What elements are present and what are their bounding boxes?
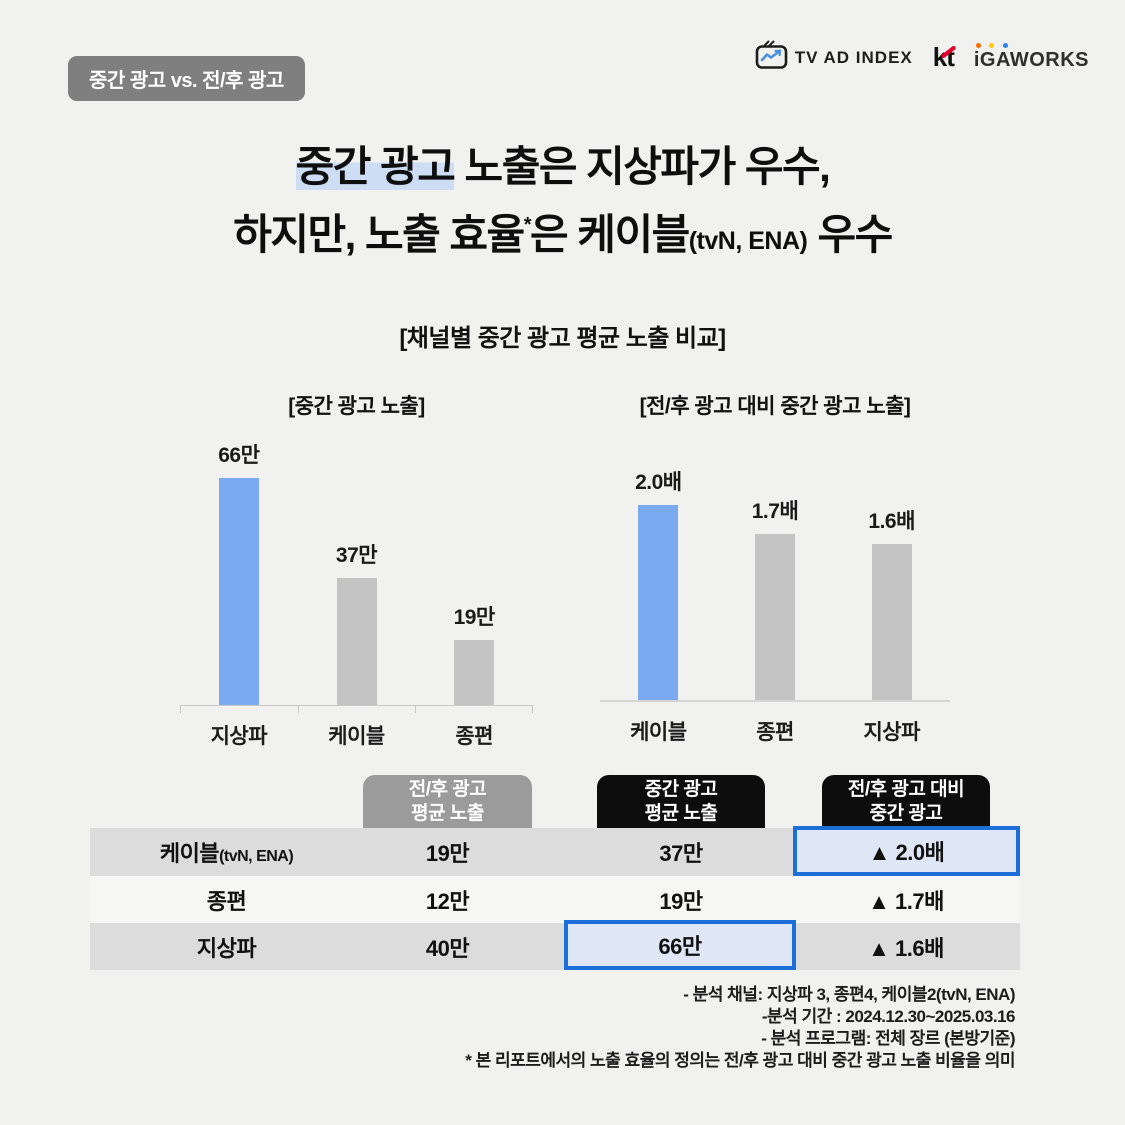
igaworks-blue-dot-icon	[1002, 43, 1008, 48]
chart-bar	[638, 505, 679, 700]
cell-mid-avg: 19만	[659, 888, 703, 914]
cell-prepost-avg: 12만	[425, 888, 470, 914]
tv-ad-index-wordmark: TV AD INDEX	[794, 47, 913, 67]
title-line-1: 중간 광고 노출은 지상파가 우수,	[295, 143, 831, 190]
chart-bar	[336, 578, 377, 705]
title-highlighted-text: 중간 광고	[295, 143, 456, 190]
x-axis-line	[180, 705, 533, 706]
category-labels: 케이블 종편 지상파	[600, 716, 950, 746]
kt-logo: kt	[933, 42, 957, 73]
axis-tick	[415, 705, 417, 713]
tv-trend-icon	[755, 40, 789, 75]
table-header-prepost-avg: 전/후 광고 평균 노출	[363, 775, 532, 828]
igaworks-wordmark: iGAWORKS	[973, 49, 1089, 71]
bar-value-label: 1.6배	[868, 510, 915, 533]
axis-tick	[180, 705, 181, 713]
table-header-ratio: 전/후 광고 대비 중간 광고	[822, 775, 990, 828]
highlight-cell-cable-ratio: ▲ 2.0배	[793, 826, 1020, 876]
row-label: 케이블(tvN, ENA)	[159, 841, 294, 866]
bar-value-label: 2.0배	[635, 471, 682, 494]
bar-value-label: 37만	[335, 544, 378, 567]
footnote-line: - 분석 채널: 지상파 3, 종편4, 케이블2(tvN, ENA)	[683, 985, 1015, 1004]
bar-value-label: 66만	[218, 444, 260, 467]
chart-bar	[454, 640, 495, 705]
igaworks-orange-dot-icon	[975, 43, 981, 48]
cell-ratio: ▲ 1.6배	[868, 935, 944, 961]
table-row-terrestrial: 지상파 40만 ▲ 1.6배	[90, 923, 1020, 970]
category-label: 지상파	[863, 721, 920, 744]
bar-value-label: 19만	[453, 606, 496, 629]
category-label: 케이블	[630, 721, 687, 744]
footnotes: - 분석 채널: 지상파 3, 종편4, 케이블2(tvN, ENA) -분석 …	[465, 984, 1015, 1072]
title-line-2: 하지만, 노출 효율*은 케이블(tvN, ENA) 우수	[233, 211, 893, 258]
chart-bar	[755, 534, 795, 700]
cell-mid-avg: 37만	[659, 841, 703, 866]
category-label: 종편	[756, 721, 794, 744]
cell-prepost-avg: 19만	[425, 841, 470, 866]
x-axis-line	[600, 700, 950, 702]
logo-row: TV AD INDEX kt iGAWORKS	[755, 40, 1089, 75]
chart-bar	[218, 478, 259, 705]
table-row-jongpyeon: 종편 12만 19만 ▲ 1.7배	[90, 876, 1020, 923]
igaworks-logo: iGAWORKS	[974, 43, 1089, 72]
chart-title: [전/후 광고 대비 중간 광고 노출]	[639, 395, 911, 418]
chart-bar	[871, 544, 912, 700]
cell-prepost-avg: 40만	[425, 935, 470, 961]
row-label: 종편	[206, 888, 247, 914]
axis-tick	[532, 705, 533, 713]
topic-badge: 중간 광고 vs. 전/후 광고	[68, 56, 305, 101]
tv-ad-index-logo: TV AD INDEX	[755, 40, 913, 75]
chart-plot-area: 66만 37만 19만	[180, 390, 533, 705]
chart-title: [중간 광고 노출]	[288, 395, 425, 418]
cell-ratio: ▲ 1.7배	[868, 888, 944, 914]
footnote-line: -분석 기간 : 2024.12.30~2025.03.16	[761, 1007, 1016, 1026]
category-label: 지상파	[210, 725, 268, 748]
igaworks-yellow-dot-icon	[988, 43, 994, 48]
chart-plot-area: 2.0배 1.7배 1.6배	[600, 390, 950, 700]
row-label: 지상파	[196, 935, 257, 961]
section-subtitle: [채널별 중간 광고 평균 노출 비교]	[399, 325, 726, 352]
footnote-line: * 본 리포트에서의 노출 효율의 정의는 전/후 광고 대비 중간 광고 노출…	[465, 1051, 1015, 1070]
category-label: 종편	[455, 725, 493, 748]
table-header-mid-avg: 중간 광고 평균 노출	[597, 775, 765, 828]
axis-tick	[297, 705, 299, 713]
footnote-asterisk: *	[523, 214, 532, 236]
footnote-line: - 분석 프로그램: 전체 장르 (본방기준)	[761, 1029, 1015, 1048]
highlight-cell-terrestrial-mid: 66만	[564, 920, 796, 970]
category-labels: 지상파 케이블 종편	[180, 720, 533, 750]
page-title: 중간 광고 노출은 지상파가 우수, 하지만, 노출 효율*은 케이블(tvN,…	[0, 138, 1125, 270]
category-label: 케이블	[328, 725, 385, 748]
title-channel-detail: (tvN, ENA)	[688, 227, 808, 255]
bar-value-label: 1.7배	[751, 500, 799, 523]
